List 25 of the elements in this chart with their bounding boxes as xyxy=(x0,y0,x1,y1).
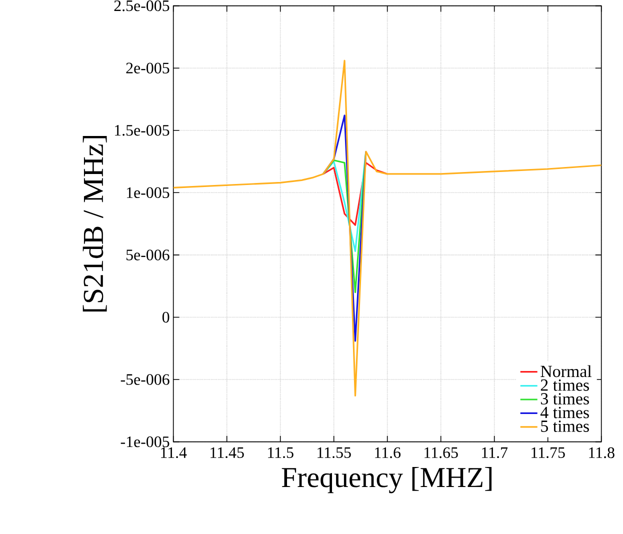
x-tick-label: 11.8 xyxy=(589,447,614,458)
x-tick-label: 11.45 xyxy=(210,447,244,458)
x-tick-label: 11.5 xyxy=(268,447,294,458)
y-tick-label: 5e-006 xyxy=(126,250,170,260)
y-axis-title: [S21dB / MHz] xyxy=(82,136,107,312)
x-tick-label: 11.7 xyxy=(482,447,508,458)
x-tick-label: 11.6 xyxy=(375,447,401,458)
legend-label: Normal xyxy=(540,365,592,378)
y-tick-label: 2e-005 xyxy=(126,62,170,74)
x-tick-label: 11.4 xyxy=(161,447,187,458)
x-tick-label: 11.75 xyxy=(532,447,565,458)
y-tick-label: 2.5e-005 xyxy=(114,0,170,12)
y-tick-label: -5e-006 xyxy=(120,374,170,385)
y-tick-label: 1e-005 xyxy=(126,187,170,198)
y-tick-label: -1e-005 xyxy=(120,436,170,448)
legend-label: 2 times xyxy=(540,379,589,391)
line-series xyxy=(322,162,388,226)
legend-label: 3 times xyxy=(540,393,589,405)
x-tick-label: 11.65 xyxy=(424,447,458,458)
x-axis-title: Frequency [MHZ] xyxy=(282,466,492,494)
legend-label: 5 times xyxy=(541,420,589,432)
y-tick-label: 1.5e-005 xyxy=(115,124,170,136)
x-tick-label: 11.55 xyxy=(318,447,351,458)
y-tick-label: 0 xyxy=(162,312,170,323)
legend-label: 4 times xyxy=(540,406,589,418)
